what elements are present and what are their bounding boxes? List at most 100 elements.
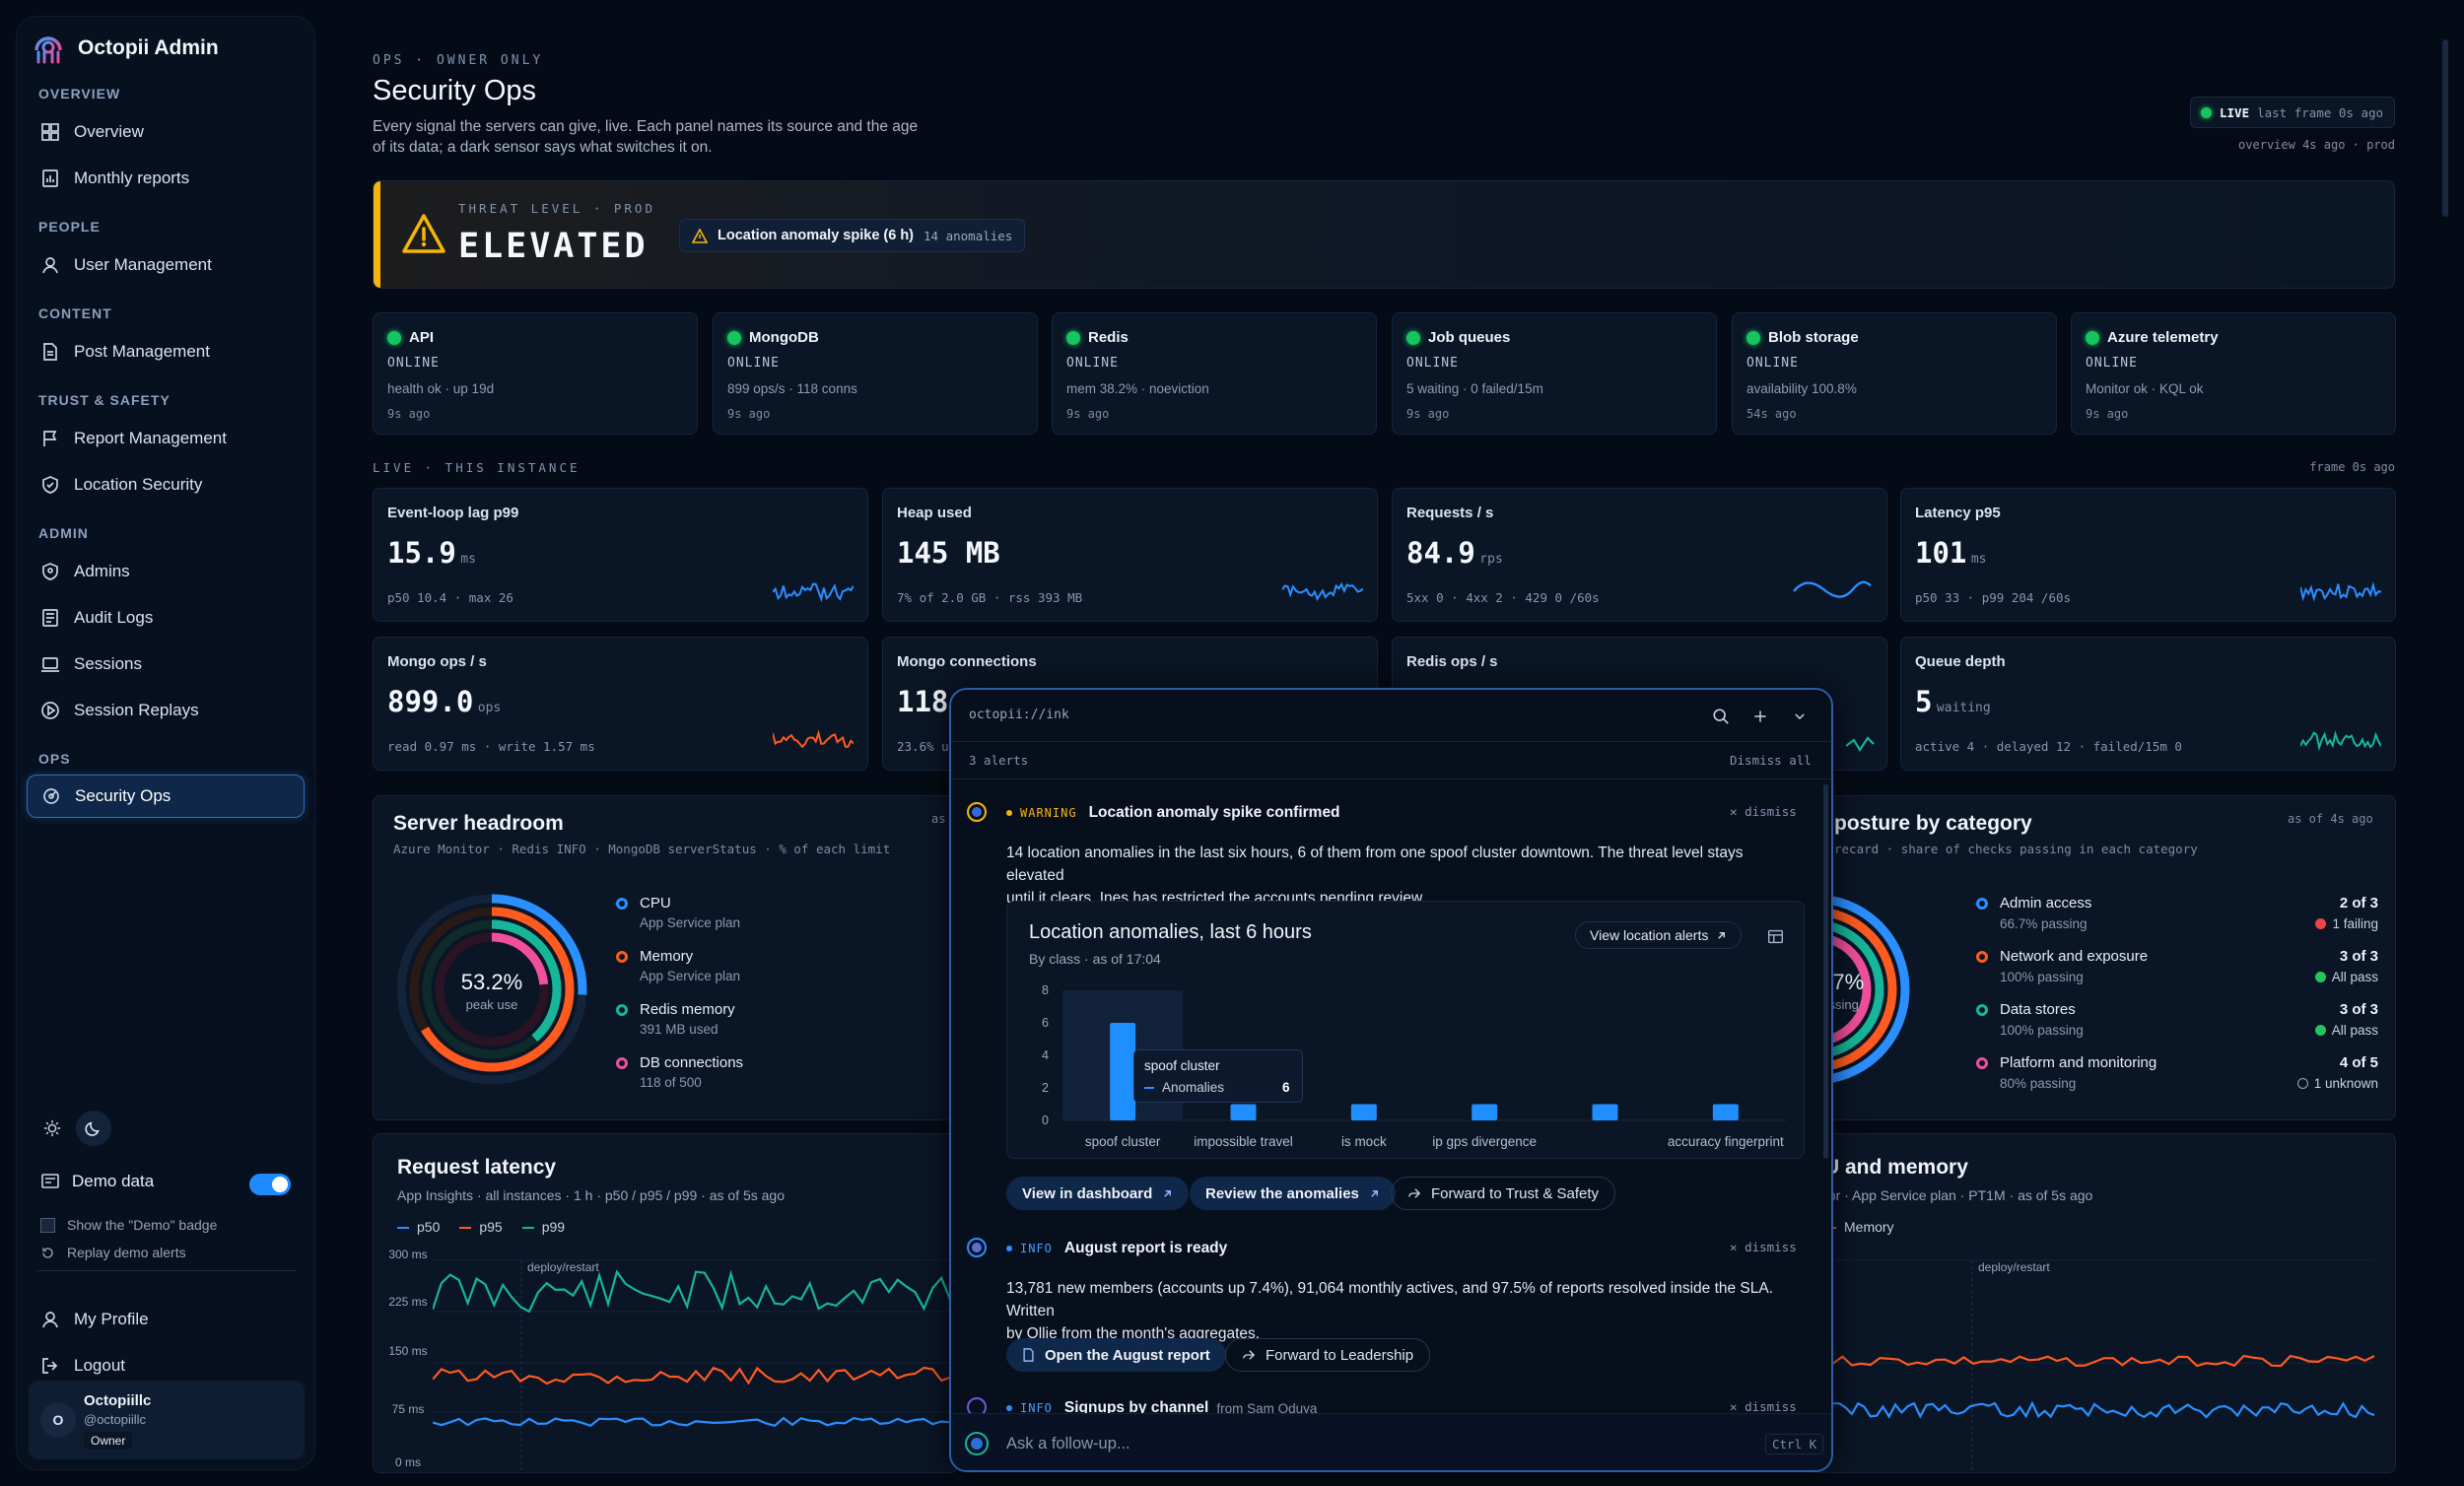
demo-data-toggle[interactable] xyxy=(249,1174,291,1195)
legend-swatch xyxy=(1976,951,1988,963)
sidebar-item-my-profile[interactable]: My Profile xyxy=(27,1298,305,1341)
service-card-azure-telemetry[interactable]: Azure telemetry ONLINE Monitor ok · KQL … xyxy=(2071,312,2396,435)
bar[interactable] xyxy=(1712,1104,1739,1121)
sidebar-item-security-ops[interactable]: Security Ops xyxy=(27,775,305,818)
overlay-new-button[interactable] xyxy=(1745,702,1775,731)
service-state: ONLINE xyxy=(1406,356,1459,371)
service-card-redis[interactable]: Redis ONLINE mem 38.2% · noeviction 9s a… xyxy=(1052,312,1377,435)
fail-icon xyxy=(2315,918,2327,929)
service-card-blob-storage[interactable]: Blob storage ONLINE availability 100.8% … xyxy=(1732,312,2057,435)
posture-row[interactable]: Admin access 66.7% passing 2 of 3 1 fail… xyxy=(1976,895,2378,948)
service-card-job-queues[interactable]: Job queues ONLINE 5 waiting · 0 failed/1… xyxy=(1392,312,1717,435)
service-card-mongodb[interactable]: MongoDB ONLINE 899 ops/s · 118 conns 9s … xyxy=(713,312,1038,435)
demo-badge-checkbox[interactable] xyxy=(40,1217,55,1233)
review-anomalies-button[interactable]: Review the anomalies xyxy=(1190,1177,1396,1210)
replay-demo-alerts[interactable]: Replay demo alerts xyxy=(40,1245,186,1260)
metric-card-requests[interactable]: Requests / s 84.9 rps 5xx 0 · 4xx 2 · 42… xyxy=(1392,488,1887,622)
service-detail: 5 waiting · 0 failed/15m xyxy=(1406,381,1543,396)
service-detail: 899 ops/s · 118 conns xyxy=(727,381,857,396)
button-label: Forward to Trust & Safety xyxy=(1431,1184,1600,1202)
forward-leadership-button[interactable]: Forward to Leadership xyxy=(1225,1338,1431,1372)
dark-theme-button[interactable] xyxy=(76,1111,111,1146)
sidebar-item-monthly-reports[interactable]: Monthly reports xyxy=(27,157,305,200)
bar[interactable] xyxy=(1592,1104,1618,1121)
chevron-down-icon xyxy=(1795,713,1805,720)
follow-up-input[interactable]: Ask a follow-up... xyxy=(1006,1434,1130,1452)
sidebar-item-overview[interactable]: Overview xyxy=(27,110,305,154)
forward-trust-safety-button[interactable]: Forward to Trust & Safety xyxy=(1391,1177,1616,1210)
bar[interactable] xyxy=(1350,1104,1377,1121)
replay-label: Replay demo alerts xyxy=(67,1245,186,1260)
legend-sub: 118 of 500 xyxy=(640,1075,702,1090)
sidebar-item-logout[interactable]: Logout xyxy=(27,1344,305,1387)
metric-value: 84.9 xyxy=(1406,536,1475,570)
threat-chip[interactable]: Location anomaly spike (6 h) 14 anomalie… xyxy=(679,219,1026,252)
metric-card-mongo-ops[interactable]: Mongo ops / s 899.0 ops read 0.97 ms · w… xyxy=(373,637,868,771)
warning-icon xyxy=(402,214,445,253)
overlay-scrollbar[interactable] xyxy=(1823,784,1828,1159)
service-age: 9s ago xyxy=(727,407,771,421)
legend-item: Memory App Service plan xyxy=(616,948,743,1001)
latency-legend: p50 p95 p99 xyxy=(397,1219,565,1235)
alert-title: August report is ready xyxy=(1063,1240,1228,1256)
table-view-button[interactable] xyxy=(1764,925,1786,947)
follow-up-bar: Ask a follow-up... Ctrl K xyxy=(951,1413,1831,1470)
shield-icon xyxy=(42,476,58,494)
ink-overlay: octopii://ink 3 alerts Dismiss all WARNI… xyxy=(949,688,1833,1472)
view-in-dashboard-button[interactable]: View in dashboard xyxy=(1006,1177,1190,1210)
alert-body: 13,781 new members (accounts up 7.4%), 9… xyxy=(1006,1277,1795,1345)
overlay-collapse-button[interactable] xyxy=(1785,702,1814,731)
status-dot xyxy=(387,330,401,345)
sidebar-item-label: User Management xyxy=(74,255,212,274)
overlay-search-button[interactable] xyxy=(1706,702,1736,731)
sidebar-item-report-management[interactable]: Report Management xyxy=(27,417,305,460)
metric-card-heap[interactable]: Heap used 145 MB 7% of 2.0 GB · rss 393 … xyxy=(882,488,1378,622)
alert-dismiss-button[interactable]: ✕ dismiss xyxy=(1730,804,1797,819)
alert-dismiss-button[interactable]: ✕ dismiss xyxy=(1730,1240,1797,1254)
metric-card-queue-depth[interactable]: Queue depth 5 waiting active 4 · delayed… xyxy=(1900,637,2396,771)
sidebar-item-sessions[interactable]: Sessions xyxy=(27,642,305,686)
dismiss-all-button[interactable]: Dismiss all xyxy=(1730,753,1812,768)
sidebar-item-session-replays[interactable]: Session Replays xyxy=(27,689,305,732)
metric-value: 118 xyxy=(897,685,949,718)
external-link-icon xyxy=(1718,931,1726,939)
light-theme-button[interactable] xyxy=(36,1113,68,1144)
service-name: Azure telemetry xyxy=(2107,329,2219,346)
sidebar-item-user-management[interactable]: User Management xyxy=(27,243,305,287)
service-detail: health ok · up 19d xyxy=(387,381,495,396)
log-icon xyxy=(42,609,58,627)
posture-row[interactable]: Platform and monitoring 80% passing 4 of… xyxy=(1976,1054,2378,1108)
posture-row[interactable]: Network and exposure 100% passing 3 of 3… xyxy=(1976,948,2378,1001)
bar[interactable] xyxy=(1110,1023,1136,1120)
metric-card-latency[interactable]: Latency p95 101 ms p50 33 · p99 204 /60s xyxy=(1900,488,2396,622)
service-card-api[interactable]: API ONLINE health ok · up 19d 9s ago xyxy=(373,312,698,435)
alert-body: 14 location anomalies in the last six ho… xyxy=(1006,842,1795,910)
posture-row[interactable]: Data stores 100% passing 3 of 3 All pass xyxy=(1976,1001,2378,1054)
live-dot xyxy=(2201,106,2212,118)
page-scrollbar[interactable] xyxy=(2442,39,2448,217)
brand[interactable]: Octopii Admin xyxy=(31,31,219,66)
sidebar-item-admins[interactable]: Admins xyxy=(27,550,305,593)
headroom-value: 53.2% xyxy=(460,970,523,994)
legend-p99: p99 xyxy=(521,1219,565,1235)
category-name: Data stores xyxy=(2000,1001,2076,1018)
user-card[interactable]: O Octopiillc @octopiillc Owner xyxy=(29,1381,305,1459)
view-location-alerts-button[interactable]: View location alerts xyxy=(1575,921,1743,949)
demo-badge-row[interactable]: Show the "Demo" badge xyxy=(40,1217,217,1233)
chart-title: Location anomalies, last 6 hours xyxy=(1029,921,1312,943)
service-name: Job queues xyxy=(1428,329,1511,346)
sidebar-item-location-security[interactable]: Location Security xyxy=(27,463,305,507)
request-latency-panel: Request latency App Insights · all insta… xyxy=(373,1133,958,1473)
open-august-report-button[interactable]: Open the August report xyxy=(1006,1338,1226,1372)
metric-unit: rps xyxy=(1479,552,1503,567)
service-detail: Monitor ok · KQL ok xyxy=(2086,381,2204,396)
sidebar-item-post-management[interactable]: Post Management xyxy=(27,330,305,373)
service-detail: availability 100.8% xyxy=(1746,381,1857,396)
bar[interactable] xyxy=(1230,1104,1257,1121)
category-name: Platform and monitoring xyxy=(2000,1054,2157,1071)
metric-card-event-loop[interactable]: Event-loop lag p99 15.9 ms p50 10.4 · ma… xyxy=(373,488,868,622)
bar[interactable] xyxy=(1472,1104,1498,1121)
y-tick-label: 0 xyxy=(1042,1114,1049,1127)
sidebar-item-audit-logs[interactable]: Audit Logs xyxy=(27,596,305,640)
alert-dismiss-button[interactable]: ✕ dismiss xyxy=(1730,1399,1797,1414)
